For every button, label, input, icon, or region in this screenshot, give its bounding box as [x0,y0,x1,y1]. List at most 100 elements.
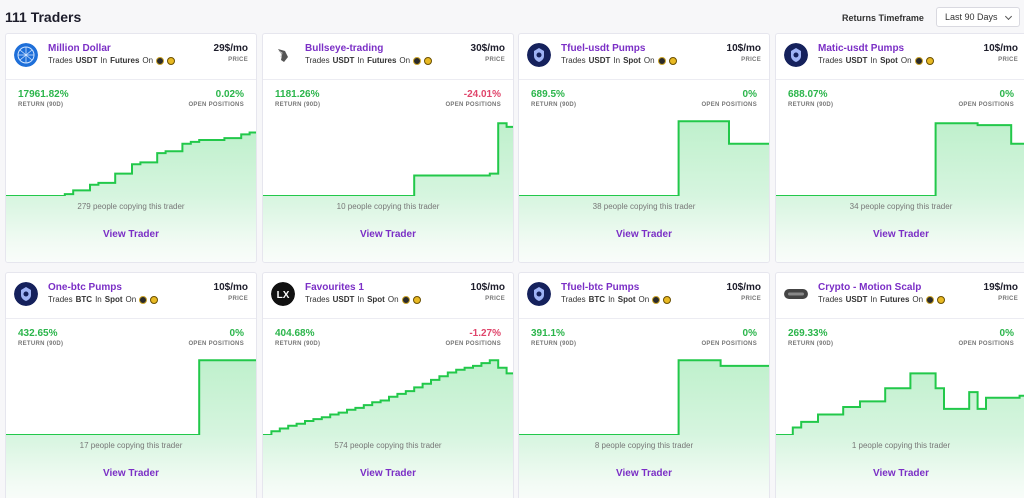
trader-card-header: Bullseye-trading Trades USDT In Futures On 30$… [263,34,513,80]
view-trader-button[interactable]: View Trader [103,229,159,240]
view-trader-button[interactable]: View Trader [873,468,929,479]
trades-prefix: Trades [561,56,586,65]
view-trader-button[interactable]: View Trader [360,229,416,240]
trader-card-header: Tfuel-usdt Pumps Trades USDT In Spot On 10$/mo… [519,34,769,80]
return-label: RETURN (90D) [275,341,321,347]
trade-market: Spot [880,56,898,65]
trader-name[interactable]: Matic-usdt Pumps [818,43,905,54]
open-positions-label: OPEN POSITIONS [445,102,501,108]
equity-area [776,373,1024,435]
in-word: In [95,295,102,304]
view-trader-button[interactable]: View Trader [616,468,672,479]
shield-icon [784,43,808,67]
price-label: PRICE [485,296,505,302]
price-label: PRICE [228,57,248,63]
exchange-coin-icon [925,56,934,65]
trade-asset: BTC [588,295,606,304]
trade-market: Spot [367,295,385,304]
trader-name[interactable]: Favourites 1 [305,282,364,293]
trade-market: Spot [617,295,636,304]
chart-fill [519,196,769,262]
globe-icon [14,43,38,67]
pill-logo-icon [784,282,808,306]
trader-card[interactable]: Million Dollar Trades USDT In Futures On 29$/m… [5,33,257,263]
copiers-count: 1 people copying this trader [851,441,951,450]
equity-line [776,372,1024,436]
open-positions-value: -24.01% [463,89,501,100]
trader-name[interactable]: Bullseye-trading [305,43,384,54]
equity-chart [6,351,256,436]
trader-card[interactable]: Tfuel-btc Pumps Trades BTC In Spot On 10$/mo PR… [518,272,770,498]
page-header: 111 Traders Returns Timeframe Last 90 Da… [0,0,1024,34]
chart-fill [6,435,256,498]
equity-chart [6,112,256,197]
trader-card[interactable]: Bullseye-trading Trades USDT In Futures On 30$… [262,33,514,263]
equity-chart [263,351,513,436]
on-word: On [638,295,650,304]
return-value: 391.1% [531,328,565,339]
subscription-price: 10$/mo [470,282,505,293]
in-word: In [357,295,365,304]
open-positions-label: OPEN POSITIONS [701,341,757,347]
return-value: 432.65% [18,328,58,339]
trader-name[interactable]: Tfuel-btc Pumps [561,282,640,293]
return-value: 688.07% [788,89,828,100]
shield-icon [14,282,38,306]
trader-card[interactable]: Crypto - Motion Scalp Trades USDT In Futures… [775,272,1024,498]
copiers-count: 574 people copying this trader [334,441,442,450]
view-trader-button[interactable]: View Trader [873,229,929,240]
trade-asset: USDT [75,56,98,65]
exchange-coin-icon [139,295,148,304]
on-word: On [912,295,924,304]
trade-asset: USDT [332,295,355,304]
exchange-coin-icon [657,56,666,65]
equity-chart [776,351,1024,436]
on-word: On [643,56,655,65]
trader-name[interactable]: One-btc Pumps [48,282,122,293]
trade-asset: USDT [588,56,611,65]
equity-line [6,131,256,197]
return-value: 689.5% [531,89,565,100]
return-label: RETURN (90D) [18,102,64,108]
price-label: PRICE [998,57,1018,63]
subscription-price: 19$/mo [983,282,1018,293]
trader-name[interactable]: Crypto - Motion Scalp [818,282,922,293]
chart-fill [263,435,513,498]
trade-info: Trades USDT In Spot On [305,295,421,304]
trader-card-header: Matic-usdt Pumps Trades USDT In Spot On 10$/mo… [776,34,1024,80]
on-word: On [387,295,399,304]
trader-card[interactable]: One-btc Pumps Trades BTC In Spot On 10$/mo PRIC… [5,272,257,498]
return-value: 1181.26% [275,89,320,100]
trades-prefix: Trades [305,56,330,65]
copiers-count: 17 people copying this trader [79,441,183,450]
trader-card[interactable]: Tfuel-usdt Pumps Trades USDT In Spot On 10$/mo… [518,33,770,263]
trade-info: Trades USDT In Futures On [48,56,176,65]
exchange-coin-icon [413,56,422,65]
open-positions-label: OPEN POSITIONS [445,341,501,347]
equity-area [519,121,769,196]
chevron-down-icon [1004,12,1013,21]
timeframe-select[interactable]: Last 90 Days [936,7,1020,27]
trade-info: Trades BTC In Spot On [48,295,159,304]
equity-area [776,123,1024,196]
exchange-coin-icon [156,56,165,65]
trader-name[interactable]: Tfuel-usdt Pumps [561,43,646,54]
equity-area [263,123,513,196]
view-trader-button[interactable]: View Trader [616,229,672,240]
open-positions-label: OPEN POSITIONS [701,102,757,108]
in-word: In [870,56,878,65]
on-word: On [900,56,912,65]
trades-prefix: Trades [561,295,586,304]
trade-info: Trades USDT In Spot On [818,56,934,65]
view-trader-button[interactable]: View Trader [103,468,159,479]
equity-line [263,359,513,436]
open-positions-value: 0% [742,89,757,100]
trade-market: Futures [880,295,910,304]
view-trader-button[interactable]: View Trader [360,468,416,479]
trader-card[interactable]: LX Favourites 1 Trades USDT In Spot On 10$/mo PR… [262,272,514,498]
open-positions-label: OPEN POSITIONS [188,341,244,347]
trader-name[interactable]: Million Dollar [48,43,111,54]
trader-card[interactable]: Matic-usdt Pumps Trades USDT In Spot On 10$/mo… [775,33,1024,263]
return-label: RETURN (90D) [18,341,64,347]
open-positions-label: OPEN POSITIONS [958,102,1014,108]
